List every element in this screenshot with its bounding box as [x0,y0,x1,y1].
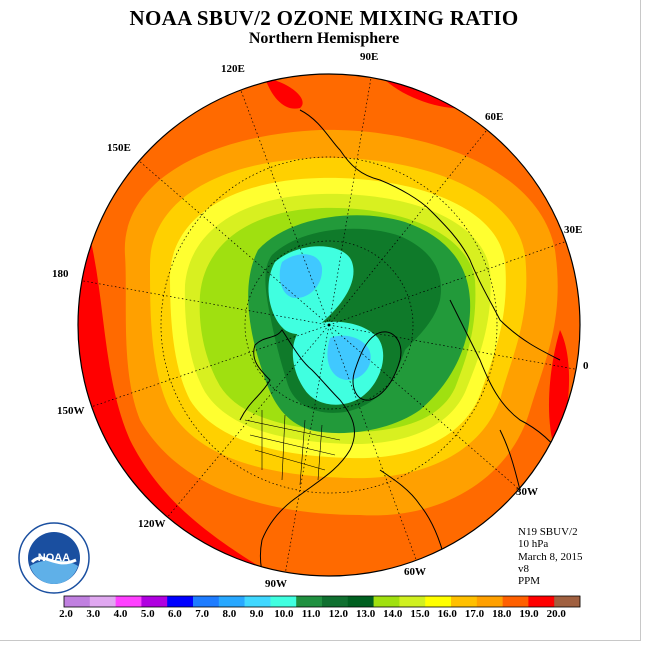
map-subtitle: Northern Hemisphere [248,30,400,47]
colorbar-segment [193,596,220,607]
coast-south-america [379,469,447,576]
noaa-logo: NOAA [18,522,90,594]
field-ppm-18-nw [265,78,303,109]
colorbar-segment [141,596,168,607]
colorbar-segment [347,596,374,607]
lon-label-60e: 60E [485,111,504,123]
coastlines [239,109,566,576]
map-title: NOAA SBUV/2 OZONE MIXING RATIO [129,6,519,30]
colorbar-label: 19.0 [519,608,539,620]
state-line [299,419,306,486]
colorbar-label: 7.0 [195,608,210,620]
lon-label-90e: 90E [360,51,379,63]
coast-eurasia [299,109,561,361]
colorbar-segment [373,596,400,607]
colorbar-label: 9.0 [249,608,264,620]
colorbar-segment [296,596,323,607]
colorbar-segment [218,596,245,607]
colorbar-segment [399,596,426,607]
field-ppm-8-a [279,254,323,298]
colorbar-segment [270,596,297,607]
lon-label-90w: 90W [265,578,287,590]
info-units: PPM [518,575,541,588]
lon-label-30e: 30E [564,224,583,236]
lon-label-120w: 120W [138,518,166,530]
colorbar-segment [502,596,529,607]
colorbar-label: 17.0 [464,608,485,620]
meridian-0 [328,324,580,371]
colorbar-segment [451,596,478,607]
graticule [78,74,580,576]
lon-label-180: 180 [52,268,69,280]
coast-north-america [239,329,355,576]
colorbar-label: 2.0 [59,608,73,620]
colorbar-label: 4.0 [113,608,128,620]
meridian-30e [328,239,571,326]
colorbar-label: 6.0 [168,608,182,620]
field-ppm-8-b [327,335,371,380]
latitude-circle-30 [160,156,498,494]
colorbar-segment [244,596,271,607]
colorbar-label: 11.0 [301,608,321,620]
colorbar-label: 14.0 [383,608,403,620]
meridian-90e [328,74,373,326]
colorbar-segment [476,596,503,607]
colorbar-outline [63,595,581,608]
info-version: v8 [518,562,529,575]
colorbar-segment [425,596,452,607]
logo-text: NOAA [38,552,70,564]
lon-label-30w: 30W [516,486,538,498]
colorbar-segment [89,596,116,607]
colorbar-label: 3.0 [86,608,101,620]
state-line [254,449,326,471]
coast-europe [449,299,566,461]
coast-greenland [352,331,402,401]
data-info: N19 SBUV/2 10 hPa March 8, 2015 v8 PPM [518,526,582,587]
lon-label-120e: 120E [221,63,245,75]
state-line [281,414,286,481]
colorbar-segment [64,596,91,607]
lon-label-0: 0 [583,360,589,372]
meridian-120w [164,324,330,521]
colorbar-label: 8.0 [222,608,237,620]
colorbar-segment [554,596,581,607]
colorbar-segment [528,596,555,607]
colorbar-segment [322,596,349,607]
colorbar-label: 16.0 [437,608,457,620]
figure-frame [0,0,641,641]
state-line [249,434,336,456]
colorbar-label: 18.0 [492,608,512,620]
colorbar-label: 15.0 [410,608,430,620]
us-state-lines [244,410,341,486]
colorbar-label: 12.0 [328,608,348,620]
meridian-180 [78,279,330,326]
lon-label-150e: 150E [107,142,131,154]
colorbar-label: 5.0 [140,608,155,620]
colorbar-segment [167,596,194,607]
colorbar-label: 13.0 [355,608,376,620]
meridian-150w [87,324,330,409]
lon-label-150w: 150W [57,405,85,417]
colorbar-label: 10.0 [274,608,294,620]
map-boundary [77,73,581,577]
ozone-field [78,74,580,576]
colorbar-segments [64,596,581,607]
colorbar-segment [115,596,142,607]
info-date: March 8, 2015 [518,550,583,563]
lon-label-60w: 60W [404,566,426,578]
colorbar-label: 20.0 [546,608,566,620]
state-line [317,424,323,481]
info-satellite: N19 SBUV/2 [518,526,578,538]
state-line [244,419,341,441]
latitude-circle-60 [244,240,414,410]
info-level: 10 hPa [518,538,549,551]
